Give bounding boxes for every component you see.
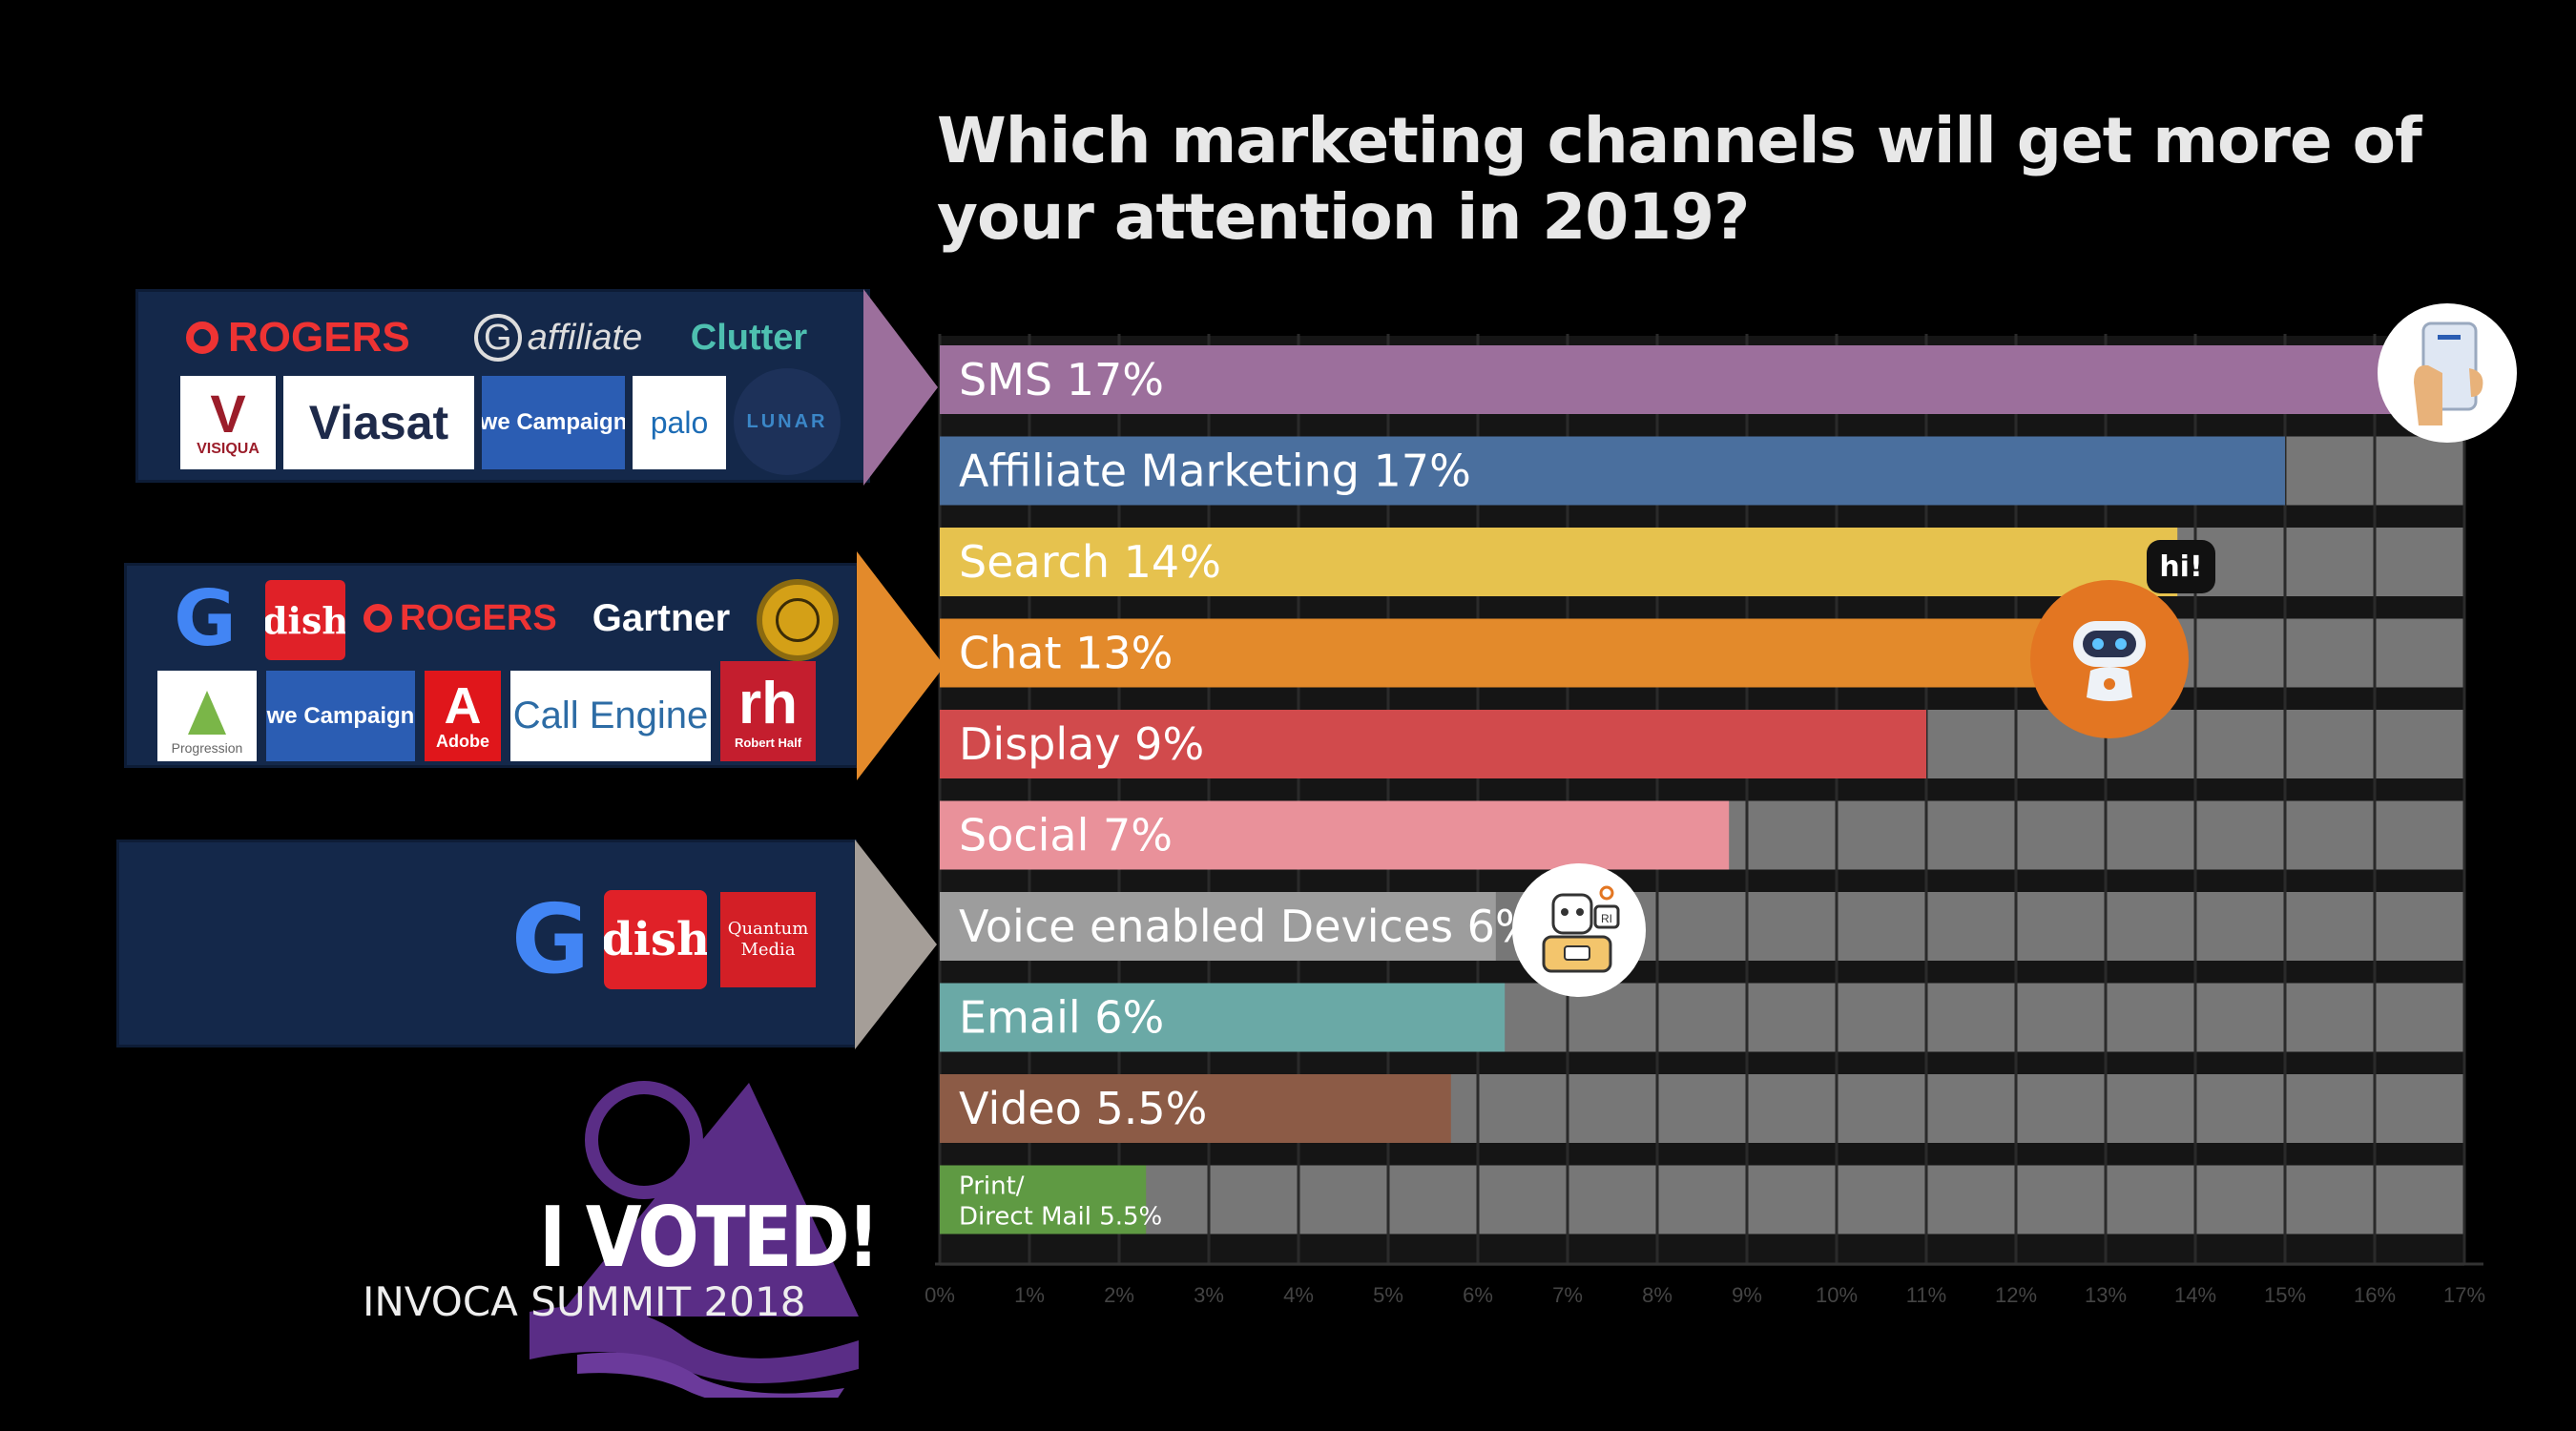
voted-subtitle: INVOCA SUMMIT 2018 xyxy=(363,1278,806,1325)
google-logo: G xyxy=(174,575,237,661)
bar-track xyxy=(940,1165,2464,1234)
bar xyxy=(940,710,1926,778)
affiliate-circle-icon: G xyxy=(473,314,522,362)
bar xyxy=(940,892,1496,961)
bar-label: Affiliate Marketing 17% xyxy=(959,446,1471,497)
chat-bubble: hi! xyxy=(2147,540,2215,593)
x-tick-label: 13% xyxy=(2085,1283,2127,1307)
x-tick-label: 7% xyxy=(1552,1283,1583,1307)
x-tick-label: 10% xyxy=(1816,1283,1858,1307)
adobe-logo: A Adobe xyxy=(425,671,501,761)
x-tick-label: 17% xyxy=(2443,1283,2485,1307)
bar xyxy=(940,983,1506,1052)
seal-logo xyxy=(757,579,839,661)
dish-logo-2: dish xyxy=(604,890,707,989)
bar-label: Email 6% xyxy=(959,992,1164,1044)
logo-panel-tier1: ROGERS G affiliate Clutter V VISIQUA Via… xyxy=(135,289,870,483)
visiqua-logo: V VISIQUA xyxy=(180,376,276,469)
x-tick-label: 9% xyxy=(1732,1283,1762,1307)
bar xyxy=(940,528,2178,596)
x-tick-label: 6% xyxy=(1463,1283,1493,1307)
logo-panel-tier3: G dish Quantum Media xyxy=(116,840,857,1047)
callengine-logo: Call Engine xyxy=(510,671,711,761)
x-tick-label: 5% xyxy=(1373,1283,1403,1307)
x-tick-label: 14% xyxy=(2174,1283,2216,1307)
x-tick-label: 0% xyxy=(924,1283,955,1307)
ai-robot-icon: RI xyxy=(1512,863,1646,997)
bar-label: Chat 13% xyxy=(959,628,1173,679)
phone-in-hand-icon xyxy=(2378,303,2517,443)
tier2-arrow xyxy=(857,551,945,780)
x-tick-label: 12% xyxy=(1995,1283,2037,1307)
bar-label: Direct Mail 5.5% xyxy=(959,1203,1162,1232)
wecampaign-logo: we Campaign xyxy=(482,376,625,469)
voted-badge-shape xyxy=(530,1081,859,1398)
x-tick-label: 4% xyxy=(1283,1283,1314,1307)
bar-label: Social 7% xyxy=(959,810,1173,861)
bar xyxy=(940,345,2464,414)
tier1-arrow xyxy=(863,289,938,486)
bar xyxy=(940,436,2285,506)
svg-text:RI: RI xyxy=(1601,912,1612,925)
rogers-ring-icon xyxy=(186,321,218,354)
progression-logo: Progression xyxy=(157,671,257,761)
viasat-logo: Viasat xyxy=(283,376,474,469)
chart-title: Which marketing channels will get more o… xyxy=(937,104,2422,254)
rogers-logo: ROGERS xyxy=(186,309,444,366)
chat-bubble-text: hi! xyxy=(2159,550,2203,584)
progression-icon xyxy=(188,691,226,735)
lunar-logo: LUNAR xyxy=(734,368,841,475)
dish-logo: dish xyxy=(265,580,345,660)
x-tick-label: 15% xyxy=(2264,1283,2306,1307)
tier3-arrow xyxy=(855,840,937,1049)
wecampaign-logo-2: we Campaign xyxy=(266,671,415,761)
bar xyxy=(940,1165,1147,1234)
seal-icon xyxy=(776,598,820,642)
bar xyxy=(940,800,1730,870)
x-tick-label: 16% xyxy=(2354,1283,2396,1307)
voted-title: I VOTED! xyxy=(539,1188,880,1286)
bar-label: Voice enabled Devices 6% xyxy=(959,901,1537,952)
bar-label: SMS 17% xyxy=(959,354,1164,405)
x-tick-label: 11% xyxy=(1906,1283,1946,1307)
chatbot-icon xyxy=(2030,580,2189,738)
gartner-logo: Gartner xyxy=(592,596,731,639)
clutter-logo: Clutter xyxy=(690,317,808,358)
visiqua-v-icon: V xyxy=(210,384,246,444)
x-tick-label: 2% xyxy=(1104,1283,1134,1307)
roberthalf-logo: rh Robert Half xyxy=(720,661,816,761)
bar-label: Video 5.5% xyxy=(959,1083,1207,1134)
bar-label: Print/ xyxy=(959,1172,1025,1201)
quantum-media-logo: Quantum Media xyxy=(720,892,816,987)
bar xyxy=(940,618,2061,688)
adobe-a-icon: A xyxy=(444,677,482,735)
bar-label: Display 9% xyxy=(959,718,1204,770)
x-tick-label: 1% xyxy=(1014,1283,1045,1307)
google-logo-2: G xyxy=(510,886,591,991)
affiliate-logo: G affiliate xyxy=(463,309,654,366)
x-tick-label: 3% xyxy=(1194,1283,1224,1307)
palo-logo: palo xyxy=(633,376,726,469)
rogers-ring-icon xyxy=(364,604,392,633)
logo-panel-tier2: G dish ROGERS Gartner Progression we Cam… xyxy=(124,563,859,768)
bar xyxy=(940,1074,1451,1143)
x-tick-label: 8% xyxy=(1642,1283,1672,1307)
bar-label: Search 14% xyxy=(959,536,1221,588)
rogers-logo-2: ROGERS xyxy=(364,585,592,652)
